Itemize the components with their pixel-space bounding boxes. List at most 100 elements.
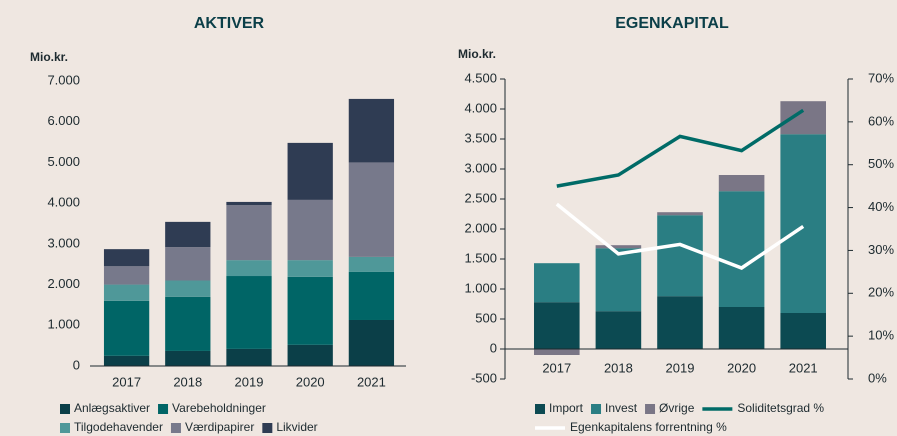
bar-segment — [287, 199, 333, 261]
y-tick-label: 0 — [73, 357, 80, 372]
legend-label: Egenkapitalens forrentning % — [570, 420, 727, 434]
y-tick-label: 4.500 — [464, 70, 497, 85]
bar-segment — [348, 271, 395, 320]
chart-title: AKTIVER — [194, 15, 265, 32]
legend-swatch — [158, 404, 169, 414]
legend-swatch — [170, 423, 181, 433]
y2-tick-label: 20% — [868, 285, 894, 300]
bar-segment — [780, 134, 826, 313]
bar-segment — [348, 162, 395, 257]
legend-label: Varebeholdninger — [172, 401, 266, 415]
bar-segment — [226, 276, 272, 349]
legend-label: Øvrige — [659, 401, 695, 415]
line-series — [555, 202, 805, 270]
bar-segment — [657, 215, 703, 297]
y-tick-label: 1.000 — [47, 317, 80, 332]
y2-tick-label: 0% — [868, 370, 887, 385]
legend-swatch — [60, 423, 70, 433]
y-tick-label: 1.500 — [464, 250, 497, 265]
bar-segment — [718, 175, 765, 192]
bar-segment — [348, 98, 395, 163]
bar-segment — [657, 296, 703, 349]
bar-segment — [534, 263, 580, 303]
bar-segment — [718, 191, 765, 307]
legend-swatch — [591, 404, 602, 414]
bar-segment — [595, 245, 642, 249]
y-tick-label: 2.500 — [464, 190, 497, 205]
legend-swatch — [535, 404, 545, 414]
y-tick-label: 6.000 — [47, 113, 80, 128]
x-tick-label: 2018 — [604, 360, 633, 375]
y-tick-label: 3.000 — [47, 235, 80, 250]
x-tick-label: 2019 — [666, 360, 695, 375]
y-tick-label: 4.000 — [464, 100, 497, 115]
bar-segment — [287, 142, 333, 200]
x-tick-label: 2017 — [542, 360, 571, 375]
y-tick-label: 7.000 — [47, 72, 80, 87]
bar-segment — [103, 266, 150, 285]
bar-segment — [103, 249, 150, 267]
y2-tick-label: 40% — [868, 199, 894, 214]
bar-segment — [103, 300, 150, 356]
x-tick-label: 2021 — [357, 374, 386, 389]
line-series — [556, 108, 805, 188]
bar-segment — [226, 348, 272, 366]
y-tick-label: 4.000 — [47, 195, 80, 210]
bar-segment — [103, 284, 150, 301]
bar-segment — [780, 313, 826, 349]
bar-segment — [165, 221, 211, 248]
y2-tick-label: 30% — [868, 242, 894, 257]
y2-tick-label: 50% — [868, 156, 894, 171]
y-tick-label: 3.500 — [464, 130, 497, 145]
bar-segment — [718, 307, 765, 349]
bar-segment — [226, 205, 272, 261]
chart-title: EGENKAPITAL — [615, 15, 729, 32]
bar-segment — [165, 247, 211, 281]
bar-segment — [165, 280, 211, 297]
bar-segment — [103, 355, 150, 366]
y-tick-label: 2.000 — [47, 276, 80, 291]
legend-swatch — [60, 404, 70, 414]
bar-segment — [595, 311, 642, 349]
bar-segment — [534, 302, 580, 349]
legend-label: Likvider — [276, 420, 317, 434]
y-tick-label: 500 — [475, 310, 497, 325]
bar-segment — [534, 349, 580, 355]
y-tick-label: 1.000 — [464, 280, 497, 295]
legend-label: Invest — [605, 401, 638, 415]
x-tick-label: 2020 — [727, 360, 756, 375]
x-tick-label: 2017 — [112, 374, 141, 389]
x-tick-label: 2021 — [789, 360, 818, 375]
bar-segment — [287, 344, 333, 366]
bar-segment — [226, 201, 272, 206]
bar-segment — [226, 260, 272, 277]
bar-segment — [287, 260, 333, 277]
bar-segment — [348, 319, 395, 366]
legend-label: Tilgodehavender — [74, 420, 163, 434]
bar-segment — [165, 296, 211, 351]
axis-unit: Mio.kr. — [458, 47, 496, 61]
legend-label: Soliditetsgrad % — [737, 401, 824, 415]
bar-segment — [657, 212, 703, 216]
y-tick-label: 3.000 — [464, 160, 497, 175]
x-tick-label: 2019 — [235, 374, 264, 389]
x-tick-label: 2020 — [296, 374, 325, 389]
y2-tick-label: 10% — [868, 328, 894, 343]
bar-segment — [348, 256, 395, 272]
legend-label: Værdipapirer — [185, 420, 254, 434]
legend-swatch — [645, 404, 656, 414]
bar-segment — [780, 101, 826, 135]
bar-segment — [165, 350, 211, 366]
bar-segment — [595, 248, 642, 312]
y2-tick-label: 60% — [868, 113, 894, 128]
x-tick-label: 2018 — [173, 374, 202, 389]
legend-label: Import — [549, 401, 584, 415]
y-tick-label: 0 — [490, 340, 497, 355]
legend-swatch — [262, 423, 273, 433]
axis-unit: Mio.kr. — [30, 50, 68, 64]
legend-label: Anlægsaktiver — [74, 401, 150, 415]
bar-segment — [287, 276, 333, 345]
y2-tick-label: 70% — [868, 70, 894, 85]
y-tick-label: 5.000 — [47, 154, 80, 169]
